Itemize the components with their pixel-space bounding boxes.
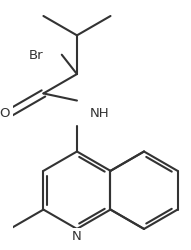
Text: NH: NH: [90, 107, 110, 120]
Text: N: N: [72, 229, 82, 242]
Text: Br: Br: [29, 49, 43, 62]
Text: O: O: [0, 107, 10, 120]
